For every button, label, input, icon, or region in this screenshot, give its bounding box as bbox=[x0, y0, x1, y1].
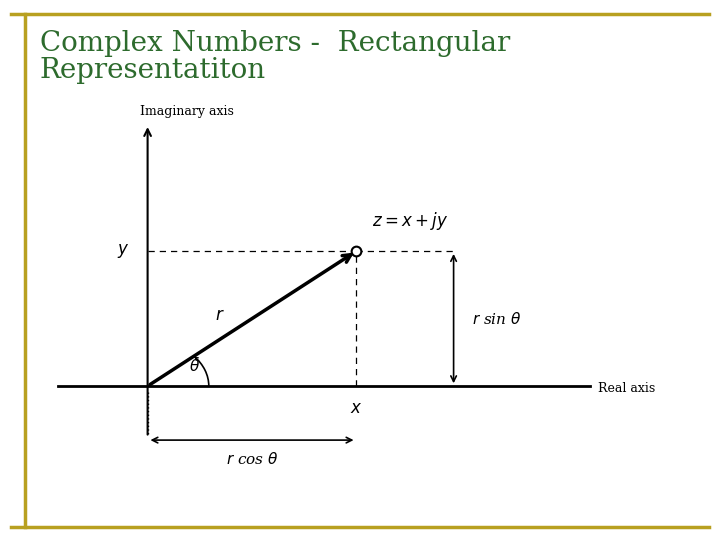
Text: $r$ cos $\theta$: $r$ cos $\theta$ bbox=[226, 451, 278, 467]
Text: $\theta$: $\theta$ bbox=[189, 358, 200, 374]
Text: $y$: $y$ bbox=[117, 242, 130, 260]
Text: Real axis: Real axis bbox=[598, 382, 655, 395]
Text: $r$ sin $\theta$: $r$ sin $\theta$ bbox=[472, 310, 521, 327]
Text: Complex Numbers -  Rectangular: Complex Numbers - Rectangular bbox=[40, 30, 510, 57]
Text: $z = x +  jy$: $z = x + jy$ bbox=[372, 211, 449, 232]
Text: Representatiton: Representatiton bbox=[40, 57, 266, 84]
Text: $r$: $r$ bbox=[215, 307, 225, 325]
Text: $x$: $x$ bbox=[350, 400, 363, 416]
Text: Imaginary axis: Imaginary axis bbox=[140, 105, 234, 118]
